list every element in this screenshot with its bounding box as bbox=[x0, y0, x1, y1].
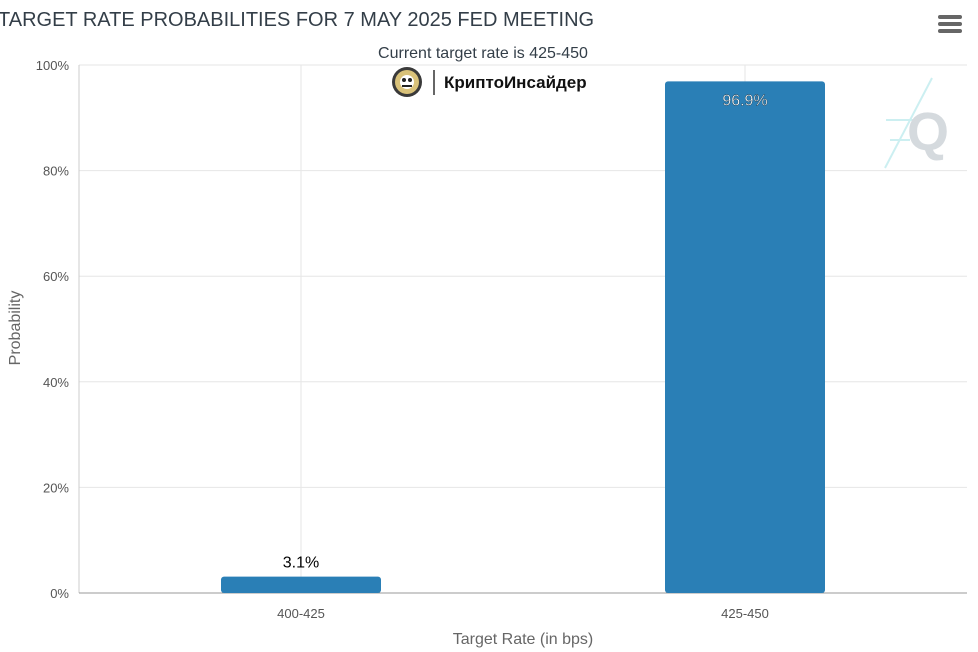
q-logo-icon: Q bbox=[884, 77, 949, 169]
bars bbox=[221, 81, 825, 594]
bar-400-425[interactable] bbox=[221, 576, 381, 593]
hamburger-menu-icon[interactable] bbox=[936, 12, 964, 36]
watermark: КриптоИнсайдер bbox=[392, 67, 587, 97]
y-tick-label: 80% bbox=[43, 164, 69, 179]
y-axis-ticks: 0% 20% 40% 60% 80% 100% bbox=[36, 58, 70, 601]
x-axis-ticks: 400-425 425-450 bbox=[277, 606, 769, 621]
svg-text:Q: Q bbox=[907, 102, 949, 162]
gridlines bbox=[78, 64, 967, 594]
x-tick-label: 400-425 bbox=[277, 606, 325, 621]
y-axis-title: Probability bbox=[7, 291, 24, 366]
y-tick-label: 0% bbox=[50, 586, 69, 601]
y-tick-label: 60% bbox=[43, 269, 69, 284]
bar-425-450[interactable] bbox=[665, 81, 825, 594]
y-tick-label: 20% bbox=[43, 480, 69, 495]
y-tick-label: 40% bbox=[43, 375, 69, 390]
watermark-text: КриптоИнсайдер bbox=[444, 73, 587, 92]
x-tick-label: 425-450 bbox=[721, 606, 769, 621]
data-label: 3.1% bbox=[283, 555, 319, 572]
y-tick-label: 100% bbox=[36, 58, 70, 73]
avatar-logo-icon bbox=[392, 67, 422, 97]
data-labels: 3.1% 96.9% bbox=[283, 92, 768, 571]
chart-subtitle: Current target rate is 425-450 bbox=[378, 45, 588, 62]
x-axis-title: Target Rate (in bps) bbox=[453, 631, 594, 648]
chart-title: TARGET RATE PROBABILITIES FOR 7 MAY 2025… bbox=[0, 9, 594, 31]
data-label: 96.9% bbox=[722, 92, 767, 109]
